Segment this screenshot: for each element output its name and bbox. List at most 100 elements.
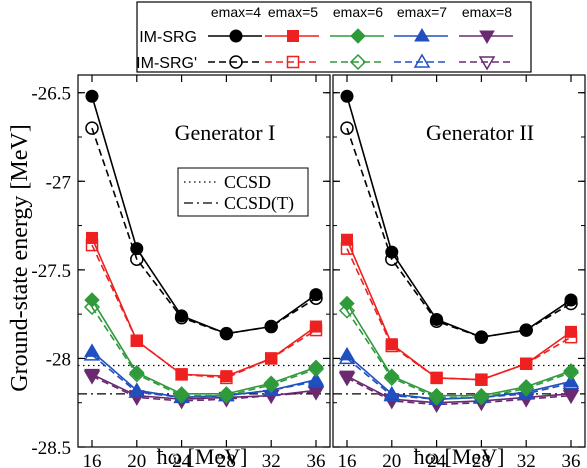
data-point-emax5-primed bbox=[309, 323, 323, 337]
data-point-emax6-primed bbox=[128, 366, 145, 383]
series-line-emax5-primed bbox=[91, 244, 317, 379]
data-point-emax4-primed bbox=[564, 296, 578, 311]
legend-emax-label: emax=5 bbox=[268, 4, 318, 20]
y-tick-label: -27 bbox=[46, 172, 71, 193]
series-line-emax7-primed bbox=[346, 357, 572, 400]
data-point-emax4 bbox=[85, 89, 99, 103]
plot-panels: 16 20 24 28 32 36 -28.5 -28 -27.5 -27 -26.5 Generat… bbox=[31, 74, 586, 468]
legend-marker-emax7 bbox=[413, 53, 431, 68]
x-tick-label: 16 bbox=[338, 451, 357, 468]
data-point-emax6 bbox=[129, 364, 145, 381]
data-point-emax6 bbox=[173, 386, 190, 402]
data-point-emax4 bbox=[564, 293, 578, 307]
series-line-emax4-primed bbox=[91, 127, 317, 335]
data-point-emax7-primed bbox=[307, 372, 325, 388]
legend-box bbox=[136, 1, 532, 73]
legend-marker-emax8 bbox=[478, 56, 496, 71]
data-point-emax6-primed bbox=[307, 360, 325, 378]
x-tick-label: 20 bbox=[127, 451, 146, 468]
data-point-emax5-primed bbox=[220, 371, 233, 385]
x-axis-label-right: ħω [MeV] bbox=[414, 444, 505, 468]
series-line-emax8 bbox=[91, 373, 317, 400]
panel-title: Generator I bbox=[175, 120, 276, 145]
data-point-emax5-primed bbox=[340, 242, 354, 255]
data-point-emax6-primed bbox=[383, 369, 400, 386]
series-line-emax4 bbox=[346, 96, 572, 338]
x-tick-label: 32 bbox=[262, 451, 281, 468]
reference-legend-label: CCSD bbox=[224, 172, 271, 192]
legend-method-label: IM-SRG bbox=[139, 29, 197, 46]
data-point-emax5-primed bbox=[430, 371, 443, 385]
data-point-emax7 bbox=[84, 343, 100, 357]
data-point-emax6-primed bbox=[428, 389, 445, 406]
data-point-emax6 bbox=[263, 375, 279, 391]
series-line-emax5-primed bbox=[346, 248, 572, 381]
y-tick-label: -27.5 bbox=[31, 261, 71, 282]
series-line-emax6 bbox=[346, 303, 572, 397]
legend: emax=4 emax=5 emax=6 emax=7 emax=8 IM-SRG IM-S… bbox=[136, 1, 532, 73]
series-line-emax5 bbox=[346, 239, 572, 381]
legend-emax-label: emax=6 bbox=[333, 4, 383, 20]
legend-marker-emax8 bbox=[479, 30, 495, 44]
data-point-emax5-primed bbox=[130, 334, 144, 347]
data-point-emax5-primed bbox=[385, 339, 399, 353]
data-point-emax7 bbox=[339, 346, 355, 361]
data-point-emax4 bbox=[340, 89, 354, 103]
data-point-emax8-primed bbox=[83, 370, 101, 385]
data-point-emax5-primed bbox=[564, 330, 578, 344]
legend-emax-label: emax=4 bbox=[211, 4, 261, 20]
data-point-emax5-primed bbox=[85, 238, 99, 252]
data-point-emax8-primed bbox=[338, 372, 356, 387]
data-point-emax4-primed bbox=[519, 323, 533, 337]
data-point-emax5-primed bbox=[264, 352, 278, 365]
series-line-emax4-primed bbox=[346, 127, 572, 338]
series-line-emax6 bbox=[91, 299, 317, 395]
data-point-emax6 bbox=[218, 386, 235, 402]
data-point-emax6 bbox=[518, 379, 534, 395]
legend-emax-label: emax=7 bbox=[397, 4, 447, 20]
legend-emax-label: emax=8 bbox=[462, 4, 512, 20]
panel-2: 16 20 24 28 32 36 Generator II bbox=[332, 74, 586, 468]
legend-marker-emax6 bbox=[349, 53, 367, 71]
x-tick-label: 36 bbox=[307, 451, 326, 468]
y-axis-label: Ground-state energy [MeV] bbox=[7, 124, 33, 391]
data-point-emax4-primed bbox=[264, 319, 278, 334]
x-tick-label: 24 bbox=[427, 451, 447, 468]
x-axis-label-left: ħω [MeV] bbox=[157, 444, 248, 468]
series-line-emax6-primed bbox=[346, 310, 572, 399]
data-point-emax4-primed bbox=[429, 314, 444, 328]
plot-frame bbox=[332, 74, 586, 448]
data-point-emax5 bbox=[86, 231, 98, 244]
x-tick-label: 16 bbox=[83, 451, 102, 468]
data-point-emax4-primed bbox=[385, 252, 399, 266]
x-tick-label: 28 bbox=[217, 451, 236, 468]
data-point-emax6-primed bbox=[518, 380, 535, 397]
data-point-emax6-primed bbox=[338, 302, 356, 319]
data-point-emax6 bbox=[563, 363, 579, 379]
x-tick-label: 28 bbox=[472, 451, 491, 468]
data-point-emax6 bbox=[384, 368, 400, 384]
data-point-emax7-primed bbox=[383, 387, 401, 402]
data-point-emax7-primed bbox=[562, 374, 580, 389]
legend-marker-emax7 bbox=[414, 28, 430, 42]
plot-frame bbox=[77, 74, 331, 448]
data-point-emax6-primed bbox=[473, 389, 490, 406]
data-point-emax7-primed bbox=[83, 346, 101, 361]
panel-title: Generator II bbox=[426, 120, 534, 145]
data-point-emax4-primed bbox=[174, 310, 189, 325]
data-point-emax4-primed bbox=[85, 121, 99, 135]
data-point-emax4-primed bbox=[219, 326, 234, 341]
y-tick-label: -28 bbox=[46, 349, 71, 370]
data-point-emax8-primed bbox=[562, 389, 580, 405]
reference-legend-box bbox=[177, 167, 309, 217]
data-point-emax6-primed bbox=[173, 387, 190, 404]
legend-method-label: IM-SRG' bbox=[136, 55, 197, 72]
data-point-emax7-primed bbox=[338, 349, 356, 365]
data-point-emax4 bbox=[130, 242, 144, 256]
y-tick-label: -26.5 bbox=[31, 84, 71, 105]
data-point-emax6-primed bbox=[218, 387, 235, 404]
legend-marker-emax6 bbox=[350, 28, 366, 44]
data-point-emax4-primed bbox=[474, 330, 489, 344]
panel-1: 16 20 24 28 32 36 -28.5 -28 -27.5 -27 -26.5 Generat… bbox=[31, 74, 331, 468]
